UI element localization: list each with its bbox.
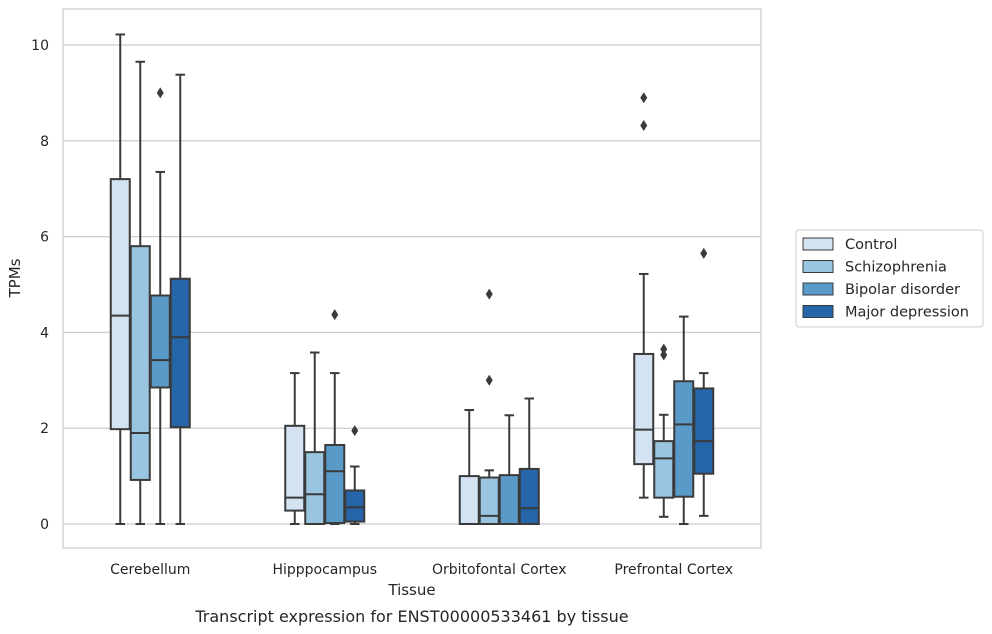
legend-item: Major depression (802, 305, 969, 321)
box (498, 474, 520, 525)
box-plot (518, 397, 540, 526)
legend-item: Control (802, 237, 897, 253)
box (458, 475, 480, 526)
chart-caption: Transcript expression for ENST0000053346… (194, 607, 628, 626)
y-tick-label: 0 (40, 517, 49, 533)
outlier-point (331, 309, 339, 321)
y-tick-labels: 0 2 4 6 8 10 (31, 38, 49, 533)
y-tick-label: 8 (40, 134, 49, 150)
outlier-point (660, 343, 668, 355)
legend-swatch (802, 282, 834, 296)
series-major-depression (169, 73, 715, 526)
box (653, 440, 675, 499)
box-plot (109, 33, 131, 525)
outlier-point (485, 374, 493, 386)
legend: Control Schizophrenia Bipolar disorder Majo… (795, 229, 984, 328)
x-tick-label: Cerebellum (110, 562, 190, 578)
box (109, 178, 131, 431)
box (518, 467, 540, 526)
x-tick-label: Hipppocampus (272, 562, 377, 578)
legend-label: Schizophrenia (845, 260, 947, 276)
box (478, 476, 500, 525)
box-plot (149, 87, 171, 525)
y-tick-label: 4 (40, 325, 49, 341)
box-plot (169, 73, 191, 525)
outlier-point (156, 87, 164, 99)
box (344, 489, 366, 523)
box-plot (478, 288, 500, 525)
box (129, 245, 151, 481)
series-bipolar-disorder (149, 87, 695, 525)
series-control (109, 33, 655, 526)
legend-label: Major depression (845, 305, 969, 321)
y-tick-label: 2 (40, 421, 49, 437)
y-tick-label: 6 (40, 230, 49, 246)
box-series-group (109, 33, 715, 526)
outlier-point (640, 92, 648, 104)
box (304, 451, 326, 525)
box (149, 294, 171, 389)
box (693, 387, 715, 475)
box-plot (653, 343, 675, 518)
box (169, 277, 191, 429)
y-tick-label: 10 (31, 38, 49, 54)
legend-frame (795, 229, 984, 328)
outlier-point (640, 119, 648, 131)
legend-swatch (802, 305, 834, 318)
legend-swatch (802, 237, 834, 251)
box-plot (633, 92, 655, 499)
x-tick-labels: Cerebellum Hipppocampus Orbitofontal Corte… (110, 562, 733, 578)
x-tick-label: Prefrontal Cortex (614, 562, 733, 578)
box (324, 443, 346, 525)
y-axis-label: TPMs (6, 258, 24, 298)
outlier-point (700, 247, 708, 259)
outlier-point (660, 349, 668, 361)
legend-item: Bipolar disorder (802, 282, 960, 298)
x-axis-label: Tissue (387, 581, 435, 599)
outlier-point (485, 288, 493, 300)
plot-frame (62, 8, 762, 549)
legend-label: Control (845, 237, 897, 253)
box (673, 380, 695, 498)
legend-swatch (802, 260, 834, 273)
legend-item: Schizophrenia (802, 260, 947, 276)
box-plot (344, 425, 366, 525)
box-plot (324, 309, 346, 525)
x-tick-label: Orbitofontal Cortex (432, 562, 567, 578)
box (633, 352, 655, 466)
box-plot (693, 247, 715, 517)
legend-label: Bipolar disorder (845, 282, 960, 298)
outlier-point (351, 425, 359, 437)
